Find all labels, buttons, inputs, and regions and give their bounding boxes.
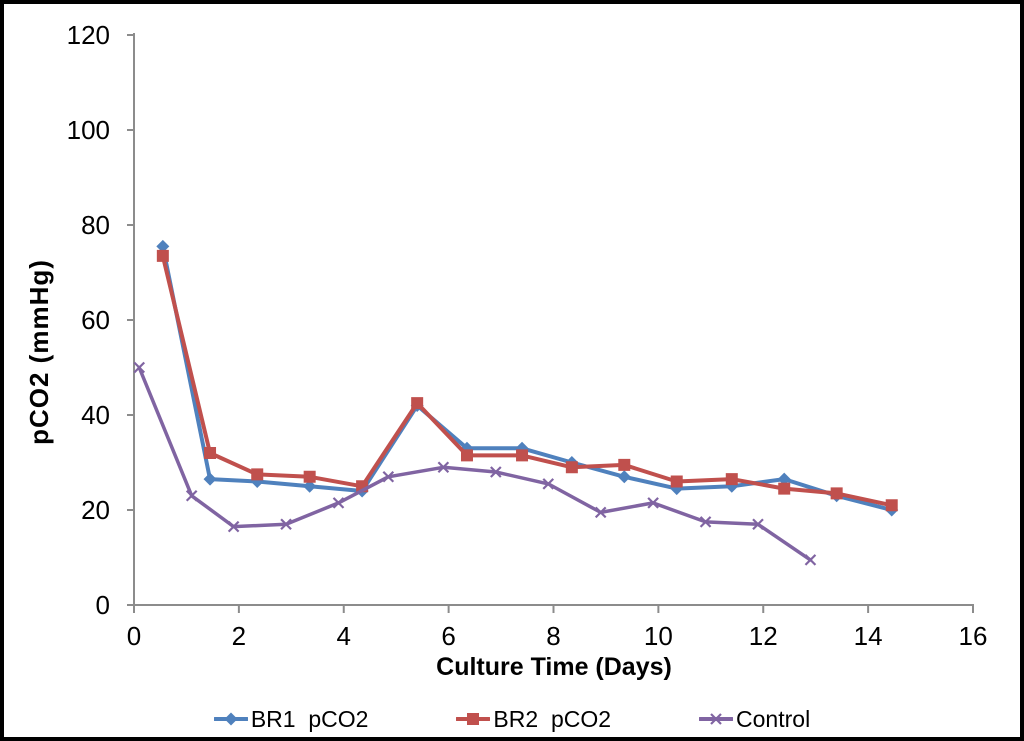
- control-x-marker-icon: [699, 713, 734, 725]
- legend-label-br2: BR2 pCO2: [493, 705, 612, 732]
- y-tick-label: 100: [66, 115, 110, 145]
- y-axis-title: pCO2 (mmHg): [24, 259, 54, 445]
- y-tick-label: 20: [81, 495, 110, 525]
- x-tick-label: 16: [958, 621, 988, 651]
- br1-diamond-marker-icon: [213, 712, 248, 726]
- x-tick-label: 14: [853, 621, 883, 651]
- legend: BR1 pCO2 BR2 pCO2 Control: [4, 699, 1020, 737]
- x-tick-label: 8: [546, 621, 561, 651]
- x-tick-label: 10: [643, 621, 673, 651]
- y-tick-label: 80: [81, 210, 110, 240]
- legend-item-control: Control: [699, 706, 810, 733]
- legend-item-br2-pco2: BR2 pCO2: [456, 706, 611, 733]
- y-tick-label: 0: [95, 590, 110, 620]
- br2-square-marker-icon: [456, 713, 491, 725]
- x-axis-title: Culture Time (Days): [436, 653, 672, 681]
- legend-label-br1: BR1 pCO2: [250, 705, 369, 732]
- x-tick-label: 0: [126, 621, 142, 651]
- x-tick-label: 6: [441, 621, 456, 651]
- y-tick-label: 60: [81, 305, 110, 335]
- x-tick-label: 12: [748, 621, 778, 651]
- legend-item-br1-pco2: BR1 pCO2: [213, 705, 369, 733]
- y-tick-label: 120: [66, 20, 110, 50]
- y-tick-label: 40: [81, 400, 110, 430]
- legend-label-control: Control: [736, 705, 811, 732]
- x-tick-label: 2: [231, 621, 247, 651]
- x-tick-label: 4: [336, 621, 351, 651]
